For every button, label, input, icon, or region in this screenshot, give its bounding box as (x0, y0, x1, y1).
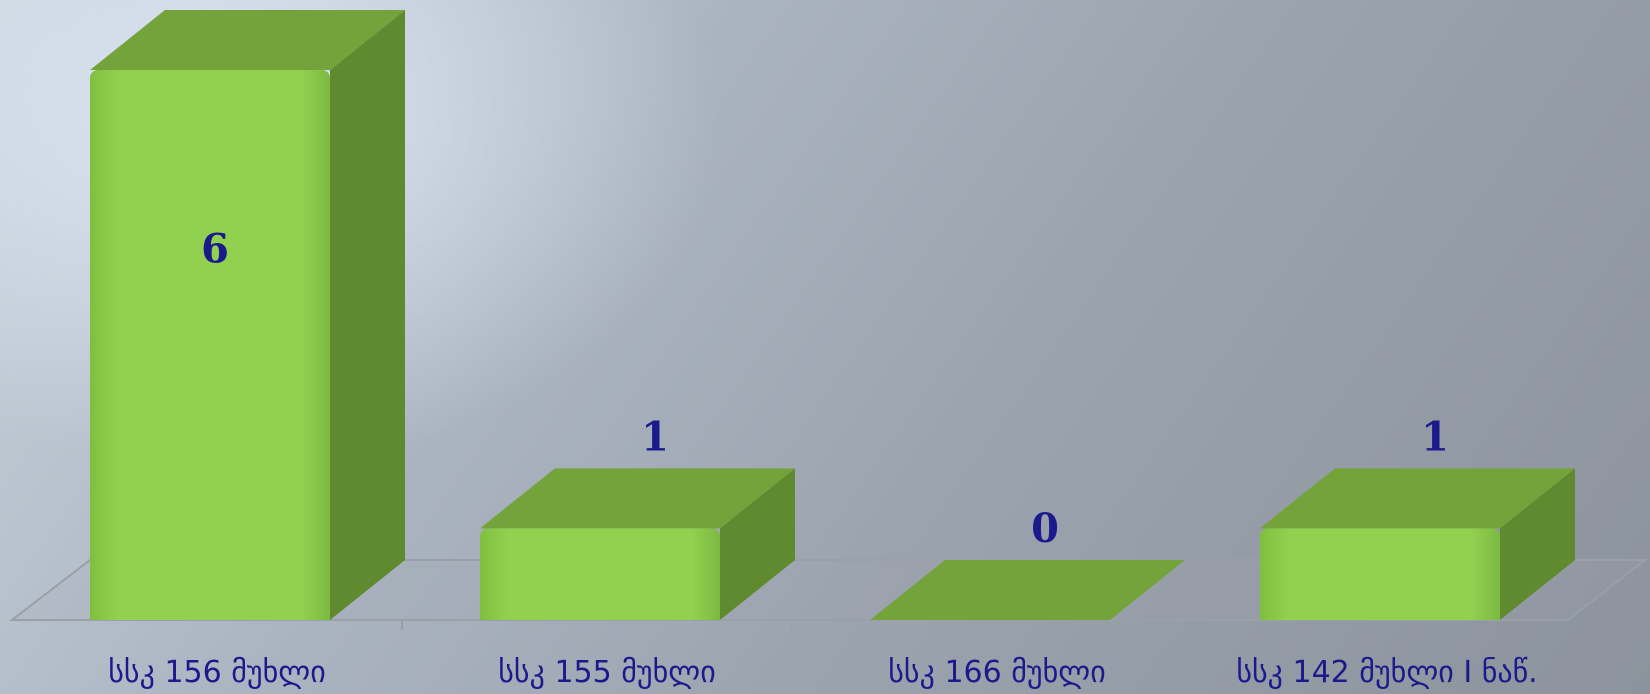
x-tick-label: სსკ 156 მუხლი (108, 655, 325, 690)
bar (1260, 468, 1575, 620)
bar-front-fill (1260, 536, 1500, 620)
labels: 6 სსკ 156 მუხლი 1 სსკ 155 მუხლი 0 სსკ 166 მუხ… (108, 226, 1537, 691)
data-label: 0 (1031, 505, 1059, 552)
bar (480, 468, 795, 620)
data-label: 1 (1421, 413, 1449, 460)
data-label: 1 (641, 413, 669, 460)
x-tick-label: სსკ 142 მუხლი I ნაწ. (1236, 655, 1537, 690)
x-tick-label: სსკ 166 მუხლი (888, 655, 1105, 690)
bar-top-face (1260, 468, 1575, 529)
bar (870, 560, 1185, 620)
bar-side-face (720, 468, 795, 620)
bar-side-face (1500, 468, 1575, 620)
bar (90, 10, 405, 620)
bar-top-face (480, 468, 795, 529)
bar-side-face (330, 10, 405, 620)
data-label: 6 (201, 226, 229, 273)
bar-flat-face (870, 560, 1185, 620)
x-tick-label: სსკ 155 მუხლი (498, 655, 715, 690)
bars (90, 10, 1575, 620)
bar-front-fill (90, 78, 330, 620)
bar-front-fill (480, 536, 720, 620)
bar-top-face (90, 10, 405, 70)
